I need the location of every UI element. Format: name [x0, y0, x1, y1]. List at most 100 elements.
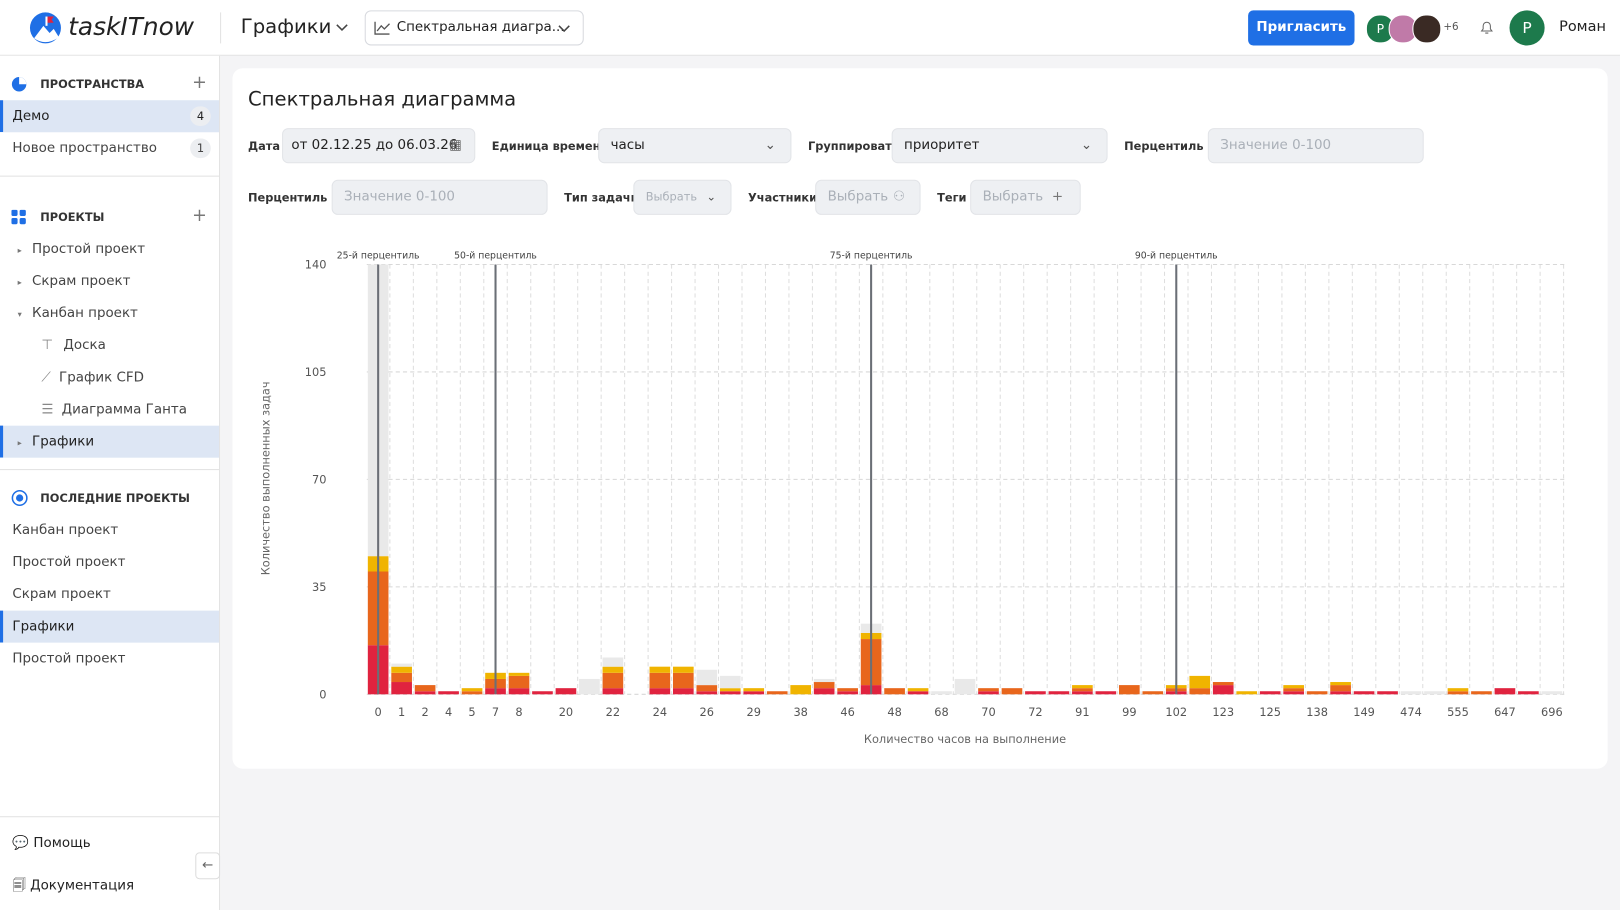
percentile-input[interactable]: Значение 0-100: [331, 179, 548, 215]
bar-segment: [672, 688, 694, 695]
count: 1: [190, 138, 211, 159]
x-tick-label: 647: [1494, 705, 1516, 719]
recent-item[interactable]: Скрам проект: [0, 579, 219, 611]
bar-segment: [461, 691, 483, 695]
project-item[interactable]: ▾ Канбан проект: [17, 305, 138, 322]
chevron: [558, 25, 570, 33]
label: Помощь: [33, 835, 91, 852]
bar-segment: [1212, 685, 1234, 695]
filter-label: Дата: [247, 139, 281, 153]
more-count[interactable]: +6: [1443, 21, 1459, 34]
type-select[interactable]: Выбрать ⌄: [633, 179, 732, 215]
x-tick-label: 38: [793, 705, 807, 719]
members-select[interactable]: Выбрать ⚇: [815, 179, 921, 215]
x-tick-label: 29: [747, 705, 761, 719]
docs-link[interactable]: 🗐 Документация: [12, 878, 135, 894]
project-item[interactable]: ▸ Простой проект: [17, 241, 146, 258]
chart-panel: Спектральная диаграмма Дата от 02.12.25 …: [232, 68, 1608, 769]
avatar[interactable]: [1388, 14, 1418, 44]
x-tick-label: 2: [421, 705, 428, 719]
bar-segment: [1447, 691, 1469, 695]
view-select[interactable]: Спектральная диагра...: [364, 10, 584, 46]
bar-segment: [1306, 691, 1328, 695]
bar-segment: [931, 691, 952, 695]
label: Графики: [32, 433, 95, 450]
space-item[interactable]: Новое пространство 1: [0, 132, 219, 164]
x-tick-label: 0: [375, 705, 382, 719]
value: часы: [610, 137, 645, 153]
label: Скрам проект: [12, 586, 111, 603]
bar-segment: [1072, 685, 1093, 689]
project-item[interactable]: ▸ Скрам проект: [17, 273, 131, 290]
label: Демо: [12, 108, 50, 124]
bar-segment: [1353, 691, 1375, 695]
user-avatar[interactable]: P: [1509, 10, 1545, 46]
x-tick-label: 474: [1400, 705, 1422, 719]
tags-select[interactable]: Выбрать +: [970, 179, 1081, 215]
bar-segment: [719, 688, 741, 692]
add-button[interactable]: +: [192, 72, 207, 93]
label: Графики: [12, 618, 75, 635]
help-link[interactable]: 💬 Помощь: [12, 835, 91, 852]
bar-segment: [649, 688, 671, 695]
divider: [0, 175, 220, 177]
bar-segment: [1259, 691, 1281, 695]
subitem[interactable]: ⟋ График CFD: [41, 369, 145, 386]
bar-segment: [414, 685, 436, 692]
x-tick-label: 123: [1212, 705, 1234, 719]
recent-item[interactable]: Канбан проект: [0, 515, 219, 547]
recent-item[interactable]: Простой проект: [0, 547, 219, 579]
x-tick-label: 1: [398, 705, 405, 719]
invite-button[interactable]: Пригласить: [1248, 10, 1355, 46]
bar-segment: [672, 666, 694, 673]
add-button[interactable]: +: [192, 205, 207, 227]
bar-segment: [696, 685, 718, 692]
percentile-input[interactable]: Значение 0-100: [1207, 128, 1424, 164]
bar-segment: [1189, 675, 1211, 689]
x-tick-label: 70: [981, 705, 995, 719]
bar-segment: [1189, 688, 1211, 695]
bar-segment: [790, 685, 812, 695]
space-item[interactable]: Демо 4: [0, 100, 220, 133]
filter-label: Перцентиль 2: [247, 191, 340, 205]
bar-segment: [1518, 691, 1539, 695]
unit-select[interactable]: часы ⌄: [598, 128, 792, 164]
bar-segment: [743, 691, 765, 695]
bar-segment: [1001, 688, 1023, 695]
bar-segment: [508, 688, 530, 695]
x-tick-label: 48: [887, 705, 901, 719]
x-tick-label: 8: [515, 705, 522, 719]
bar-segment: [813, 688, 835, 695]
subitem[interactable]: ☰ Диаграмма Ганта: [41, 401, 187, 418]
y-tick-label: 70: [312, 473, 326, 487]
bar-segment: [1400, 691, 1422, 695]
bar-segment: [719, 691, 741, 695]
x-tick-label: 138: [1306, 705, 1328, 719]
section-caption: ПРОЕКТЫ: [40, 210, 105, 225]
bar-segment: [579, 678, 600, 695]
date-filter[interactable]: от 02.12.25 до 06.03.26 ▦: [282, 128, 476, 164]
x-tick-label: 68: [934, 705, 948, 719]
chevron[interactable]: [336, 23, 348, 33]
subitem[interactable]: ⊤ Доска: [41, 337, 106, 354]
bar-segment: [907, 691, 929, 695]
user-name[interactable]: Роман: [1559, 18, 1606, 36]
project-item[interactable]: ▸ Графики: [0, 425, 220, 458]
filter-label: Тип задачи: [564, 191, 639, 205]
group-select[interactable]: приоритет ⌄: [891, 128, 1108, 164]
y-axis-title: Количество выполненных задач: [259, 381, 273, 575]
percentile-label: 25-й перцентиль: [337, 250, 420, 261]
x-tick-label: 4: [445, 705, 452, 719]
panel-title: Спектральная диаграмма: [247, 87, 517, 111]
avatar[interactable]: [1412, 14, 1442, 44]
collapse-button[interactable]: ←: [195, 852, 221, 880]
recent-item[interactable]: Графики: [0, 610, 220, 643]
bar-segment: [837, 688, 858, 692]
y-tick-label: 105: [305, 365, 327, 379]
bar-segment: [391, 666, 412, 673]
bell-icon[interactable]: [1480, 20, 1494, 35]
recent-icon: [11, 489, 28, 507]
bar-segment: [649, 672, 671, 689]
recent-item[interactable]: Простой проект: [0, 643, 219, 675]
bar-segment: [1377, 691, 1398, 695]
